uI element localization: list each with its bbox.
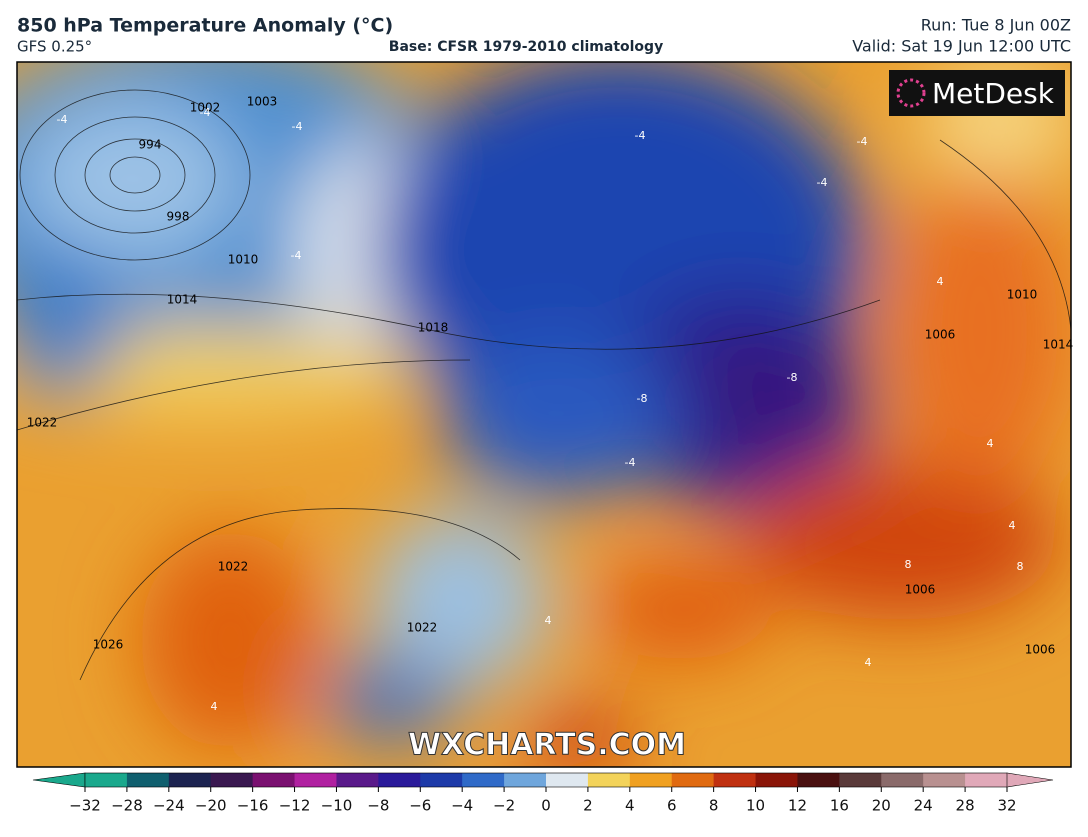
colorbar-tick-label: 16 [830,797,849,815]
anomaly-label: 4 [545,614,552,627]
anomaly-label: 4 [1009,519,1016,532]
colorbar-segment [755,773,798,787]
base: Base: CFSR 1979-2010 climatology [389,39,663,55]
colorbar-segment [923,773,966,787]
run: Run: Tue 8 Jun 00Z [921,16,1071,35]
colorbar-segment [629,773,673,787]
anomaly-label: -8 [637,392,648,405]
colorbar-segment [294,773,337,787]
colorbar-segment [504,773,547,787]
colorbar-tick-label: 32 [997,797,1016,815]
colorbar-segment [85,773,128,787]
isobar-label: 1018 [418,321,449,335]
colorbar-tick-label: 0 [541,797,551,815]
isobar-label: 1014 [1043,338,1074,352]
anomaly-label: 8 [1017,560,1024,573]
isobar-label: 1010 [1007,288,1038,302]
anomaly-label: -4 [817,176,828,189]
anomaly-label: -8 [787,371,798,384]
logo: MetDesk [932,77,1055,110]
colorbar-tick-label: 20 [872,797,891,815]
colorbar-segment [965,773,1008,787]
colorbar-tick-label: 24 [914,797,933,815]
colorbar-segment [587,773,631,787]
anomaly-label: -4 [57,113,68,126]
logo-icon [896,78,926,108]
colorbar-segment [336,773,379,787]
isobar-label: 1010 [228,253,259,267]
colorbar-tick-label: −24 [153,797,185,815]
colorbar-tick-label: −28 [111,797,143,815]
anomaly-label: -4 [857,135,868,148]
isobar-label: 1002 [190,101,221,115]
colorbar-segment [881,773,924,787]
anomaly-label: -4 [200,106,211,119]
colorbar-tick-label: −10 [321,797,353,815]
anomaly-label: 4 [937,275,944,288]
colorbar-segment [797,773,840,787]
colorbar-segment [713,773,757,787]
map-frame [16,61,1072,768]
colorbar-end [1006,772,1054,788]
colorbar-tick-label: 28 [956,797,975,815]
anomaly-label: -4 [625,456,636,469]
map [17,62,1071,767]
logo-box [889,70,1065,116]
colorbar-tick-label: −8 [367,797,389,815]
title: 850 hPa Temperature Anomaly (°C) [17,15,393,37]
valid: Valid: Sat 19 Jun 12:00 UTC [852,37,1071,56]
isobar-label: 1006 [1025,643,1056,657]
colorbar-tick-label: 6 [667,797,677,815]
colorbar-segment [671,773,715,787]
anomaly-label: -4 [635,129,646,142]
colorbar-segment [546,773,589,787]
watermark: WXCHARTS.COM [408,728,686,763]
colorbar-tick-label: −20 [195,797,227,815]
anomaly-label: 8 [905,558,912,571]
colorbar-segment [252,773,296,787]
model: GFS 0.25° [17,38,92,56]
colorbar-tick-label: −16 [237,797,269,815]
colorbar-tick-label: 8 [709,797,719,815]
colorbar-segment [420,773,463,787]
colorbar-segment [378,773,421,787]
colorbar-segment [210,773,254,787]
isobar-label: 1026 [93,638,124,652]
colorbar-tick-label: −12 [279,797,311,815]
colorbar-tick-label: 10 [746,797,765,815]
colorbar-end [32,772,86,788]
isobar-label: 1003 [247,95,278,109]
isobar-label: 1014 [167,293,198,307]
isobar-label: 1006 [905,583,936,597]
colorbar-tick-label: −2 [493,797,515,815]
anomaly-label: -4 [291,249,302,262]
colorbar-segment [839,773,882,787]
isobar-label: 1006 [925,328,956,342]
isobar-label: 1022 [407,621,438,635]
colorbar-tick-label: −4 [451,797,473,815]
isobar-label: 1022 [27,416,58,430]
colorbar-tick-label: 12 [788,797,807,815]
anomaly-label: 4 [987,437,994,450]
colorbar-tick-label: 2 [583,797,593,815]
colorbar-segment [126,773,170,787]
colorbar-tick-label: 4 [625,797,635,815]
isobar-label: 994 [139,138,162,152]
anomaly-label: -4 [292,120,303,133]
anomaly-label: 4 [865,656,872,669]
isobar-label: 1022 [218,560,249,574]
colorbar-segment [168,773,212,787]
colorbar-segment [462,773,505,787]
isobar-label: 998 [167,210,190,224]
colorbar-tick-label: −6 [409,797,431,815]
anomaly-label: 4 [211,700,218,713]
colorbar-tick-label: −32 [69,797,101,815]
